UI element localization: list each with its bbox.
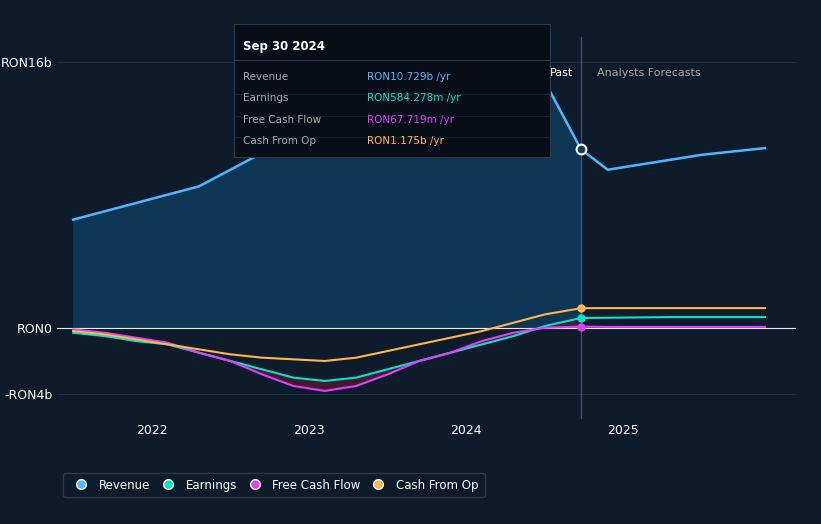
Text: Analysts Forecasts: Analysts Forecasts bbox=[597, 68, 700, 78]
Text: RON67.719m /yr: RON67.719m /yr bbox=[367, 115, 454, 125]
Text: Free Cash Flow: Free Cash Flow bbox=[244, 115, 322, 125]
Text: RON10.729b /yr: RON10.729b /yr bbox=[367, 72, 450, 82]
Text: Earnings: Earnings bbox=[244, 93, 289, 103]
Text: Revenue: Revenue bbox=[244, 72, 289, 82]
Legend: Revenue, Earnings, Free Cash Flow, Cash From Op: Revenue, Earnings, Free Cash Flow, Cash … bbox=[63, 473, 484, 497]
Text: Past: Past bbox=[550, 68, 573, 78]
Text: Sep 30 2024: Sep 30 2024 bbox=[244, 40, 325, 52]
Text: Cash From Op: Cash From Op bbox=[244, 136, 316, 146]
Text: RON1.175b /yr: RON1.175b /yr bbox=[367, 136, 443, 146]
Text: RON584.278m /yr: RON584.278m /yr bbox=[367, 93, 461, 103]
